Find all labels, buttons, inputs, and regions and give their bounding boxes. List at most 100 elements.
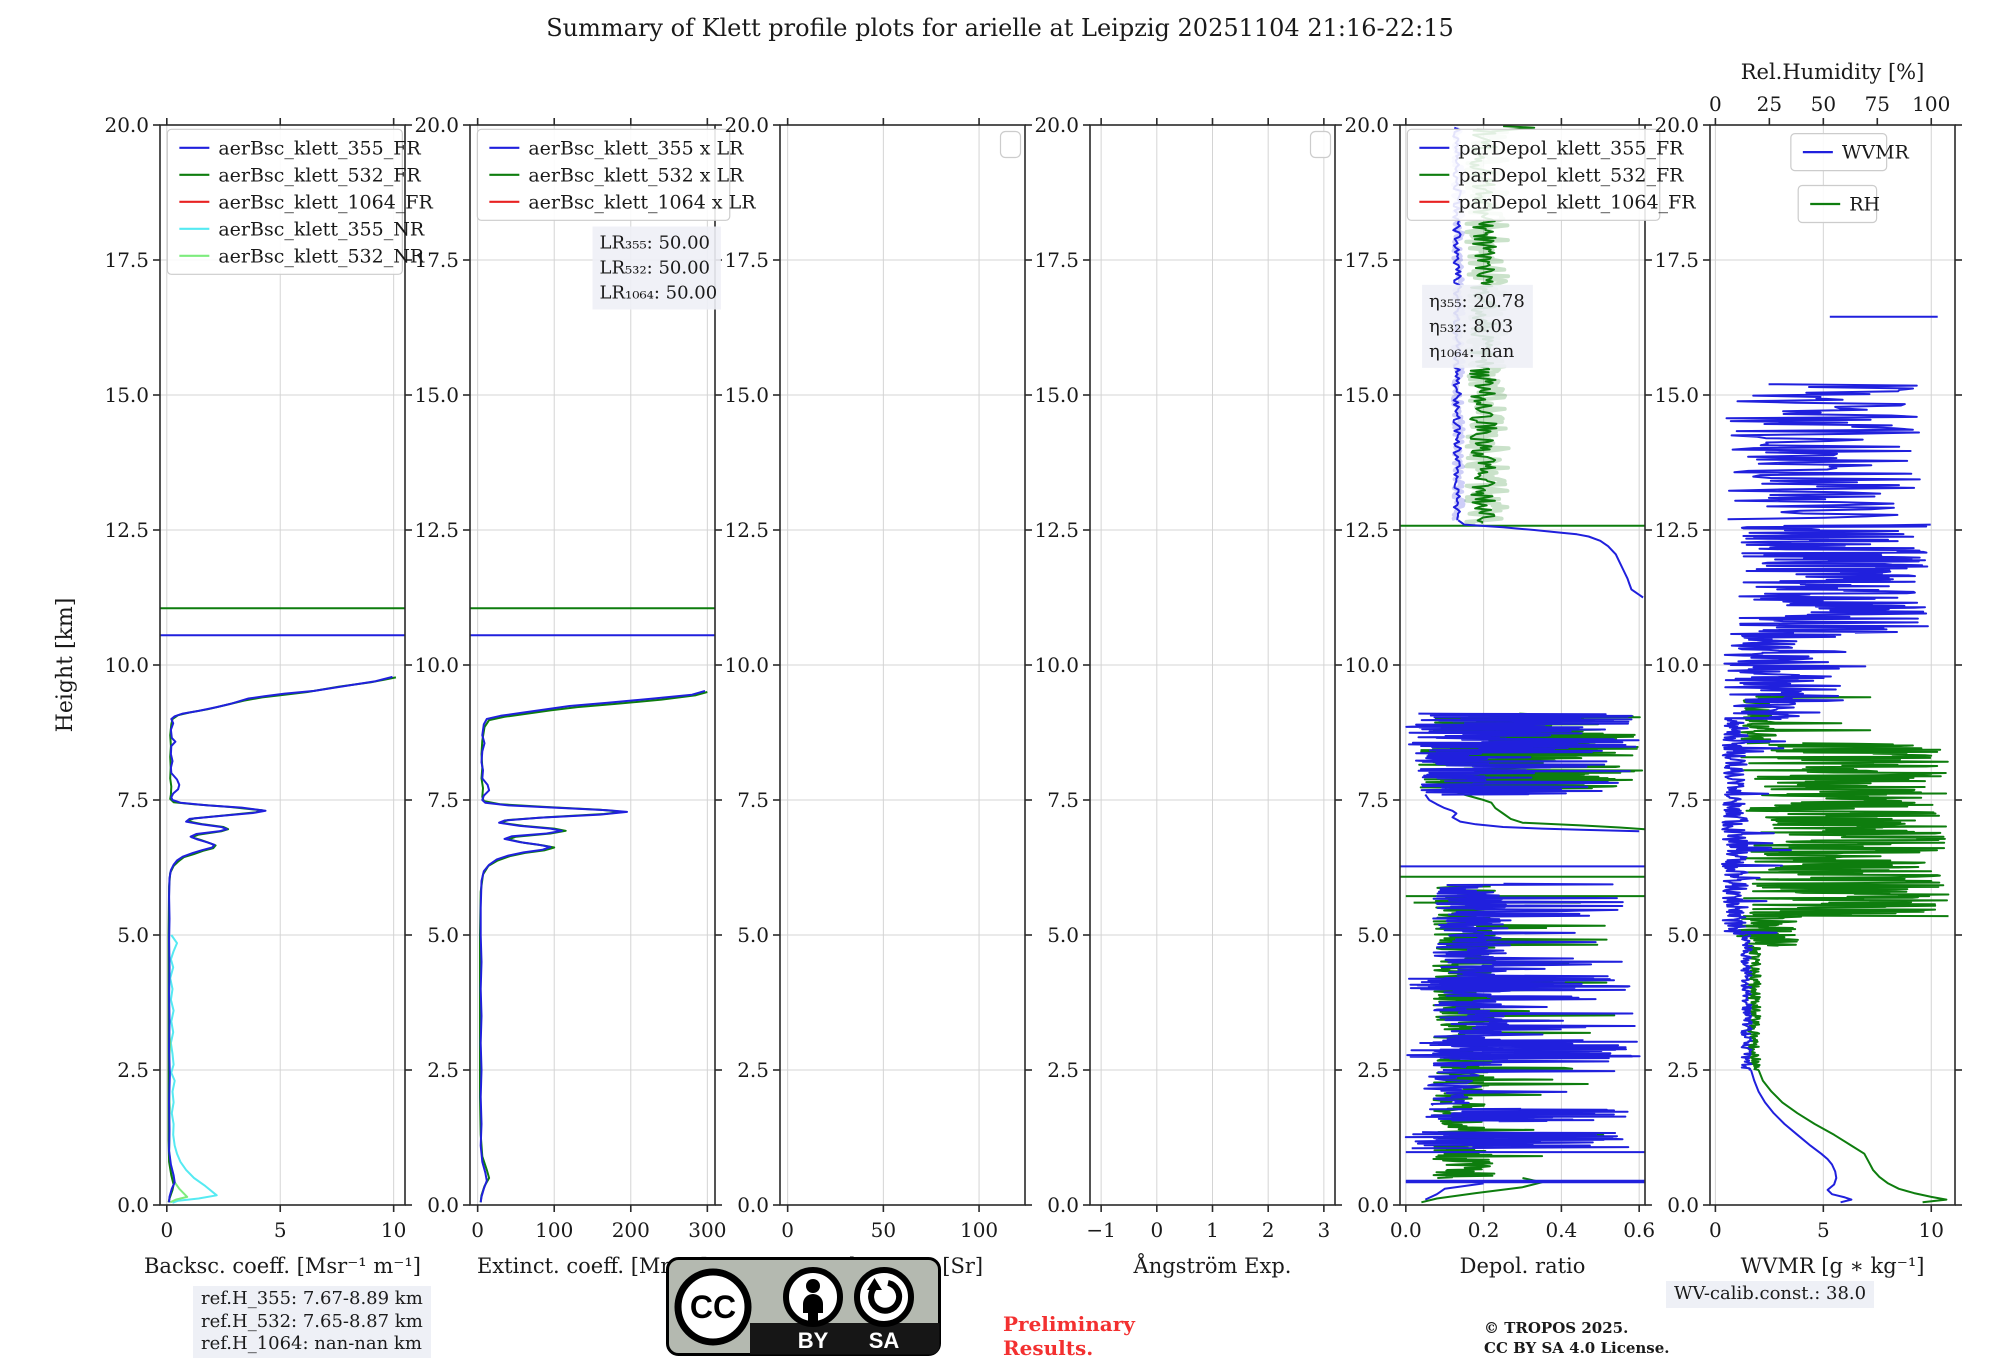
- svg-text:−1: −1: [1086, 1218, 1115, 1242]
- svg-text:50: 50: [1811, 92, 1836, 116]
- annotation-box: η₃₅₅: 20.78 η₅₃₂: 8.03 η₁₀₆₄: nan: [1422, 284, 1533, 368]
- by-person-body: [803, 1294, 823, 1325]
- svg-text:5.0: 5.0: [1357, 923, 1389, 947]
- top-axis-label: Rel.Humidity [%]: [1741, 60, 1925, 84]
- svg-text:aerBsc_klett_532 x LR: aerBsc_klett_532 x LR: [528, 164, 744, 186]
- svg-text:200: 200: [612, 1218, 650, 1242]
- chart-extinction: 0 100 200 300 0.0 2.5 5.0 7.5 10.0 12.5 15.0 17.5 20…: [414, 113, 756, 1278]
- svg-text:15.0: 15.0: [104, 383, 149, 407]
- svg-text:10.0: 10.0: [414, 653, 459, 677]
- series-aerBsc_klett_355_x_LR: [470, 634, 715, 1203]
- sa-arrow-head: [867, 1278, 882, 1290]
- series-aerBsc_klett_355_NR: [169, 934, 218, 1204]
- svg-text:parDepol_klett_1064_FR: parDepol_klett_1064_FR: [1458, 191, 1696, 213]
- svg-text:15.0: 15.0: [414, 383, 459, 407]
- svg-text:aerBsc_klett_1064_FR: aerBsc_klett_1064_FR: [218, 191, 433, 213]
- svg-text:parDepol_klett_355_FR: parDepol_klett_355_FR: [1458, 137, 1684, 159]
- by-person-head: [806, 1279, 820, 1293]
- x-axis-label: Depol. ratio: [1460, 1254, 1586, 1278]
- series-RH: [1736, 693, 1950, 1204]
- svg-text:7.5: 7.5: [1047, 788, 1079, 812]
- wv-calib-note: WV-calib.const.: 38.0: [1666, 1281, 1875, 1308]
- svg-text:12.5: 12.5: [1034, 518, 1079, 542]
- chart-lidar-ratio: 0501000.02.55.07.510.012.515.017.520.0Li…: [724, 113, 1032, 1278]
- svg-text:2.5: 2.5: [1047, 1058, 1079, 1082]
- svg-text:100: 100: [535, 1218, 573, 1242]
- svg-text:25: 25: [1757, 92, 1782, 116]
- cc-icon-label: CC: [690, 1289, 736, 1325]
- svg-text:12.5: 12.5: [724, 518, 769, 542]
- svg-text:75: 75: [1865, 92, 1890, 116]
- svg-text:20.0: 20.0: [1344, 113, 1389, 137]
- svg-text:5.0: 5.0: [737, 923, 769, 947]
- cc-icon: [674, 1268, 752, 1346]
- page-title: Summary of Klett profile plots for ariel…: [546, 14, 1454, 42]
- svg-text:0.0: 0.0: [1667, 1193, 1699, 1217]
- svg-text:12.5: 12.5: [104, 518, 149, 542]
- ref-h-532: ref.H_532: 7.65-8.87 km: [201, 1310, 423, 1332]
- svg-text:aerBsc_klett_1064 x LR: aerBsc_klett_1064 x LR: [528, 191, 756, 213]
- svg-text:aerBsc_klett_355_FR: aerBsc_klett_355_FR: [218, 137, 421, 159]
- svg-text:5: 5: [1817, 1218, 1830, 1242]
- svg-text:17.5: 17.5: [724, 248, 769, 272]
- svg-text:15.0: 15.0: [1034, 383, 1079, 407]
- series-aerBsc_klett_532_x_LR: [470, 607, 715, 1203]
- svg-text:aerBsc_klett_355 x LR: aerBsc_klett_355 x LR: [528, 137, 744, 159]
- svg-text:12.5: 12.5: [414, 518, 459, 542]
- svg-text:3: 3: [1317, 1218, 1330, 1242]
- svg-text:5.0: 5.0: [427, 923, 459, 947]
- preliminary-line-1: Preliminary: [1003, 1312, 1135, 1336]
- svg-text:7.5: 7.5: [1357, 788, 1389, 812]
- svg-text:100: 100: [960, 1218, 998, 1242]
- svg-text:0.0: 0.0: [427, 1193, 459, 1217]
- svg-text:10: 10: [381, 1218, 406, 1242]
- legend: aerBsc_klett_355 x LR aerBsc_klett_532 x …: [476, 128, 756, 221]
- copyright-line-1: © TROPOS 2025.: [1484, 1319, 1629, 1337]
- svg-text:15.0: 15.0: [1344, 383, 1389, 407]
- svg-text:0.0: 0.0: [1357, 1193, 1389, 1217]
- svg-text:LR₁₀₆₄: 50.00: LR₁₀₆₄: 50.00: [600, 283, 718, 304]
- series-WVMR: [1721, 315, 1938, 1204]
- reference-height-note: ref.H_355: 7.67-8.89 km ref.H_532: 7.65-…: [193, 1286, 431, 1358]
- series-aerBsc_klett_355_FR: [160, 634, 405, 1203]
- svg-text:17.5: 17.5: [414, 248, 459, 272]
- svg-text:2.5: 2.5: [1357, 1058, 1389, 1082]
- svg-text:0.4: 0.4: [1545, 1218, 1577, 1242]
- svg-text:10.0: 10.0: [1344, 653, 1389, 677]
- svg-text:0: 0: [1150, 1218, 1163, 1242]
- legend: RH: [1797, 184, 1880, 224]
- svg-text:7.5: 7.5: [1667, 788, 1699, 812]
- svg-text:LR₅₃₂: 50.00: LR₅₃₂: 50.00: [600, 258, 710, 279]
- x-axis-label: Ångström Exp.: [1133, 1253, 1292, 1278]
- chart-depol-ratio: 0.0 0.2 0.4 0.6 0.0 2.5 5.0 7.5 10.0 12.5 15.0 17.5…: [1344, 113, 1696, 1278]
- svg-text:50: 50: [871, 1218, 896, 1242]
- copyright-note: © TROPOS 2025. CC BY SA 4.0 License.: [1484, 1318, 1670, 1359]
- svg-text:0: 0: [160, 1218, 173, 1242]
- svg-text:17.5: 17.5: [1654, 248, 1699, 272]
- svg-text:η₁₀₆₄: nan: η₁₀₆₄: nan: [1429, 341, 1515, 362]
- svg-text:5: 5: [274, 1218, 287, 1242]
- svg-text:10: 10: [1919, 1218, 1944, 1242]
- svg-text:0: 0: [1709, 92, 1722, 116]
- svg-text:0.0: 0.0: [737, 1193, 769, 1217]
- preliminary-line-2: Results.: [1003, 1336, 1094, 1360]
- svg-text:2.5: 2.5: [737, 1058, 769, 1082]
- svg-text:0.0: 0.0: [1390, 1218, 1422, 1242]
- legend: [999, 130, 1022, 159]
- svg-text:0: 0: [781, 1218, 794, 1242]
- svg-text:5.0: 5.0: [1047, 923, 1079, 947]
- svg-text:2.5: 2.5: [427, 1058, 459, 1082]
- svg-text:0: 0: [471, 1218, 484, 1242]
- svg-text:10.0: 10.0: [724, 653, 769, 677]
- svg-text:aerBsc_klett_355_NR: aerBsc_klett_355_NR: [218, 218, 425, 240]
- svg-text:20.0: 20.0: [1034, 113, 1079, 137]
- svg-text:0.6: 0.6: [1623, 1218, 1655, 1242]
- cc-license-badge: CC BY SA: [666, 1257, 941, 1360]
- svg-text:7.5: 7.5: [737, 788, 769, 812]
- series-parDepol_klett_355_FR: [1400, 126, 1645, 1201]
- svg-text:300: 300: [688, 1218, 726, 1242]
- svg-text:0.2: 0.2: [1468, 1218, 1500, 1242]
